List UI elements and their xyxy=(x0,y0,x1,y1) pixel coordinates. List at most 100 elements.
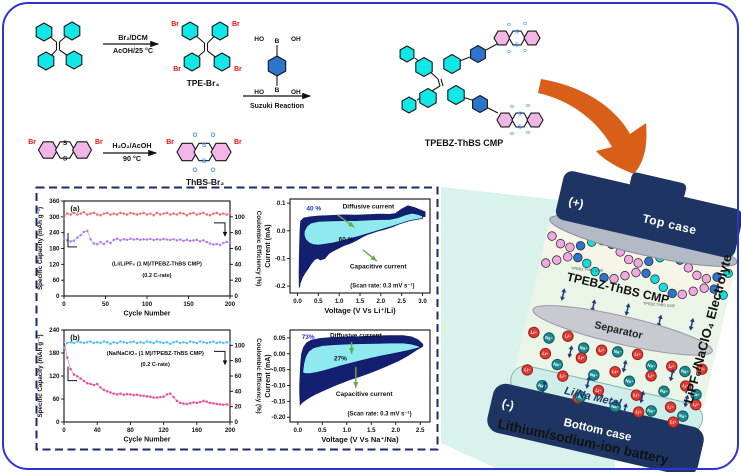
o-label: O xyxy=(193,133,198,139)
s-label: S xyxy=(63,140,68,147)
s-label: S xyxy=(202,158,207,165)
na-ion: Na⁺ xyxy=(645,360,658,372)
svg-text:0.00: 0.00 xyxy=(273,351,286,358)
svg-text:Li⁺: Li⁺ xyxy=(598,347,606,353)
na-ion: Na⁺ xyxy=(609,400,621,413)
svg-text:Na⁺: Na⁺ xyxy=(647,408,657,415)
capacitive-region xyxy=(302,342,420,375)
li-ion: Li⁺ xyxy=(557,370,569,382)
svg-text:2.0: 2.0 xyxy=(377,298,386,305)
br-label: Br xyxy=(171,21,179,28)
li-ion: Li⁺ xyxy=(680,380,692,392)
svg-text:Li⁺: Li⁺ xyxy=(668,363,676,369)
svg-text:40: 40 xyxy=(235,388,242,395)
annotation: (Li/LiPF₆ (1 M)/TPEBZ-ThBS CMP) xyxy=(112,262,202,268)
ylabel-right: Coulombic Efficiency (%) xyxy=(255,338,262,414)
reaction1-conditions: AcOH/25 °C xyxy=(113,46,153,55)
svg-text:-0.20: -0.20 xyxy=(271,414,286,421)
ylabel-left: Specific Capacity (mAh g⁻¹) xyxy=(37,207,44,290)
na-ion: Na⁺ xyxy=(577,342,590,354)
xlabel: Voltage (V Vs Li⁺/Li) xyxy=(324,306,396,315)
s-label: S xyxy=(518,112,522,118)
na-ion: Na⁺ xyxy=(543,332,555,344)
panel-label: (a) xyxy=(70,204,80,213)
svg-text:Li⁺: Li⁺ xyxy=(635,409,643,415)
li-ion: Li⁺ xyxy=(562,330,574,342)
br-label: Br xyxy=(173,66,181,73)
svg-text:0.05: 0.05 xyxy=(273,335,286,342)
br-label: Br xyxy=(232,21,240,28)
positive-terminal-label: (+) xyxy=(567,194,585,211)
ion-flux-arrow xyxy=(621,403,628,416)
svg-text:300: 300 xyxy=(49,214,60,221)
svg-text:80: 80 xyxy=(235,230,242,237)
li-ion: Li⁺ xyxy=(592,384,605,397)
cv-chart-li: 0.0 0.5 1.0 1.5 2.0 2.5 3.0 0.1 0.0 -0.1 -0.2 Volta… xyxy=(262,189,438,324)
cv-na-plot: 0.0 0.5 1.0 1.5 2.0 2.5 0.05 0.00 -0.05 -0.10 -0.1… xyxy=(265,329,431,444)
o-label: O xyxy=(507,49,511,55)
cycling-na-plot: 0 40 80 120 160 200060120180240020406080100Cy… xyxy=(37,327,262,444)
panel-label: (b) xyxy=(70,333,80,342)
svg-text:100: 100 xyxy=(235,342,246,349)
capacitive-region xyxy=(303,212,423,246)
li-ion: Li⁺ xyxy=(575,352,588,364)
boronic-ho-bottom: HO xyxy=(254,89,264,96)
cycling-li-plot: 0 50 100 150 2000601201802403003600204060801… xyxy=(37,198,262,318)
svg-text:1.5: 1.5 xyxy=(367,427,376,434)
svg-text:Li⁺: Li⁺ xyxy=(682,383,690,389)
ylabel-right: Coulombic Efficiency (%) xyxy=(255,211,262,287)
cycling-chart-na: 0 40 80 120 160 200 0 60 120 180 240 0 20 40 60 80 100 Cy… xyxy=(34,322,262,451)
svg-text:Li⁺: Li⁺ xyxy=(530,329,538,335)
li-ion: Li⁺ xyxy=(667,416,679,428)
svg-text:0.1: 0.1 xyxy=(277,200,286,207)
li-ion: Li⁺ xyxy=(632,406,645,418)
flow-arrow xyxy=(538,79,647,174)
svg-text:180: 180 xyxy=(49,246,60,253)
xlabel: Voltage (V Vs Na⁺/Na) xyxy=(321,435,399,444)
svg-text:160: 160 xyxy=(192,427,203,434)
svg-text:60: 60 xyxy=(235,246,242,253)
svg-text:Na⁺: Na⁺ xyxy=(613,349,623,356)
annotation: (0.2 C-rate) xyxy=(142,273,171,279)
svg-text:3.0: 3.0 xyxy=(418,298,427,305)
svg-text:Li⁺: Li⁺ xyxy=(633,392,641,398)
na-ion: Na⁺ xyxy=(690,388,702,401)
svg-text:120: 120 xyxy=(158,427,169,434)
svg-text:0: 0 xyxy=(235,419,239,426)
ion-flux-arrow xyxy=(560,288,567,301)
s-label: S xyxy=(202,142,207,149)
li-ion: Li⁺ xyxy=(664,401,677,413)
ion-flux-arrow xyxy=(621,359,628,373)
xlabel: Cycle Number xyxy=(123,311,170,318)
ion-flux-arrow xyxy=(683,394,690,408)
svg-text:Na⁺: Na⁺ xyxy=(579,345,589,352)
polymer-label: TPEBZ-ThBS CMP xyxy=(425,138,504,148)
svg-text:Na⁺: Na⁺ xyxy=(589,372,599,379)
tpe-br4-label: TPE-Br₄ xyxy=(187,78,220,88)
svg-text:180: 180 xyxy=(49,350,60,357)
svg-text:-0.15: -0.15 xyxy=(271,398,286,405)
br-label: Br xyxy=(234,139,242,146)
svg-text:Li⁺: Li⁺ xyxy=(698,366,706,372)
svg-text:Li⁺: Li⁺ xyxy=(611,369,619,375)
ion-flux-arrow xyxy=(567,345,574,359)
svg-text:0.5: 0.5 xyxy=(314,298,323,305)
results-dashed-box xyxy=(35,186,439,451)
capacitive-label: Capacitive current xyxy=(336,391,394,398)
svg-text:Li⁺: Li⁺ xyxy=(559,373,567,379)
svg-text:120: 120 xyxy=(49,373,60,380)
svg-text:Li⁺: Li⁺ xyxy=(524,367,532,373)
svg-text:40: 40 xyxy=(94,427,101,434)
cv-li-plot: 0.0 0.5 1.0 1.5 2.0 2.5 3.0 0.1 0.0 -0.1 -0.2 Volta… xyxy=(265,198,431,315)
s-label: S xyxy=(515,30,519,36)
svg-text:Li⁺: Li⁺ xyxy=(667,404,675,410)
li-ion: Li⁺ xyxy=(528,326,540,339)
cycling-chart-li: 0 50 100 150 200 0 60 120 180 240 300 360 0 20 40 60 80 1… xyxy=(34,189,262,324)
svg-text:0.0: 0.0 xyxy=(294,427,303,434)
svg-text:2.5: 2.5 xyxy=(397,298,406,305)
thbs-br2-label: ThBS-Br₂ xyxy=(186,177,224,187)
boronic-ho-top: HO xyxy=(254,36,264,43)
svg-text:50: 50 xyxy=(102,301,109,308)
